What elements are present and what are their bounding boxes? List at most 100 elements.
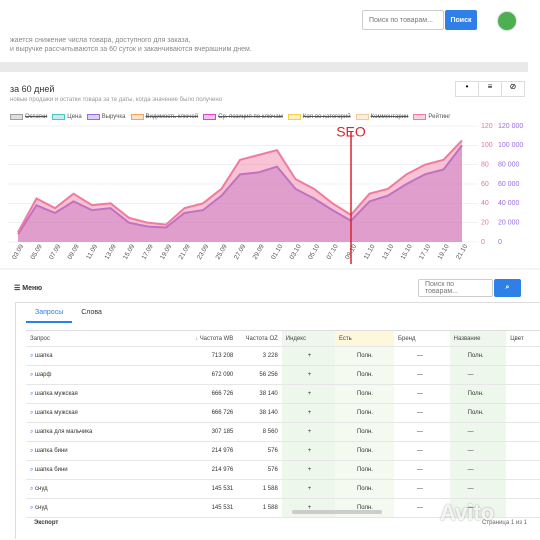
table-cell: +	[281, 422, 335, 442]
search-icon[interactable]: ⌕	[30, 466, 36, 473]
bars-button[interactable]: ≡	[479, 82, 502, 96]
table-cell: Полн.	[449, 403, 507, 423]
y-tick-label: 80	[481, 162, 489, 169]
column-header[interactable]: Запрос	[26, 330, 149, 347]
table-cell: ⌕ шапка	[26, 346, 149, 366]
table-cell: Полн.	[334, 479, 395, 499]
table-cell: —	[394, 460, 450, 480]
export-button[interactable]: Экспорт	[34, 520, 59, 526]
search-icon[interactable]: ⌕	[30, 428, 36, 435]
legend-item[interactable]: Цена	[52, 114, 82, 120]
table-cell	[506, 441, 540, 461]
y2-tick-label: 80 000	[498, 162, 520, 169]
search-icon[interactable]: ⌕	[30, 390, 36, 397]
table-cell	[506, 365, 540, 385]
column-header[interactable]: Бренд	[394, 330, 450, 347]
search-icon[interactable]: ⌕	[30, 371, 36, 378]
legend-item[interactable]: Выручка	[86, 114, 126, 120]
search-icon[interactable]: ⌕	[30, 504, 36, 511]
chart: 0 20 40 60 80 100 120 0 20 000 40 000 60 000 80 000…	[8, 123, 523, 264]
y2-tick-label: 40 000	[498, 200, 520, 207]
chart-title: за 60 дней	[10, 84, 55, 94]
x-tick-label: 13.09	[104, 243, 118, 261]
x-tick-label: 19.10	[437, 243, 451, 261]
table-cell: Полн.	[334, 441, 395, 461]
table-cell: ⌕ снуд	[26, 479, 149, 499]
table-cell: 38 140	[237, 384, 282, 404]
column-header[interactable]: Есть	[334, 330, 395, 347]
y-tick-label: 20	[481, 220, 489, 227]
search-icon[interactable]: ⌕	[30, 352, 36, 359]
table-cell: +	[281, 460, 335, 480]
table-cell: ⌕ шапка бини	[26, 441, 149, 461]
legend-swatch	[203, 114, 217, 120]
table-cell: Полн.	[449, 346, 507, 366]
series-area	[18, 145, 462, 242]
column-header[interactable]: Частота OZ	[237, 330, 282, 347]
table-cell: —	[449, 441, 507, 461]
table-cell: 1 588	[237, 479, 282, 499]
search-icon[interactable]: ⌕	[30, 409, 36, 416]
tabs: Запросы Слова	[26, 305, 111, 323]
eye-button[interactable]: ⊘	[509, 82, 517, 91]
tab[interactable]: Слова	[81, 309, 102, 316]
legend-item[interactable]: Ср. позиция по ключам	[203, 114, 283, 120]
menu-button[interactable]: ☰ Меню	[14, 285, 43, 292]
avatar[interactable]	[497, 11, 517, 31]
legend-item[interactable]: Комментарии	[355, 114, 408, 120]
legend-label: Выручка	[101, 114, 126, 120]
table-cell: Полн.	[449, 384, 507, 404]
panel	[15, 302, 540, 539]
legend-item[interactable]: Видимость ключей	[130, 114, 199, 120]
table-cell: —	[394, 384, 450, 404]
table-cell: —	[449, 422, 507, 442]
table-cell: 145 531	[148, 479, 238, 499]
column-header[interactable]: ↓ Частота WB	[148, 330, 238, 347]
search-icon[interactable]: ⌕	[30, 485, 36, 492]
search-button[interactable]: ⌕	[494, 279, 521, 297]
table-cell: —	[449, 460, 507, 480]
table-cell: —	[449, 498, 507, 518]
legend-item[interactable]: Кол-во категорий	[287, 114, 351, 120]
legend-swatch	[355, 114, 369, 120]
legend-swatch	[130, 114, 144, 120]
x-tick-label: 27.09	[233, 243, 247, 261]
series-area	[18, 140, 462, 242]
column-header[interactable]: Индекс	[281, 330, 335, 347]
column-header[interactable]: Название	[449, 330, 507, 347]
x-tick-label: 11.09	[85, 243, 99, 261]
table-cell: +	[281, 479, 335, 499]
search-input[interactable]: Поиск по товарам...	[418, 279, 493, 297]
chart-subtitle: новые продажи и остатки товара за те дат…	[10, 97, 223, 103]
table-cell: Полн.	[334, 384, 395, 404]
y-tick-label: 120	[481, 123, 493, 130]
table-cell: ⌕ шапка бини	[26, 460, 149, 480]
legend-label: Ср. позиция по ключам	[218, 114, 283, 120]
sort-arrow[interactable]: ↓	[195, 335, 200, 342]
x-tick-label: 23.09	[196, 243, 210, 261]
table-cell: —	[394, 403, 450, 423]
legend-swatch	[287, 114, 301, 120]
pin-button[interactable]: •	[456, 82, 479, 96]
x-tick-label: 05.09	[30, 243, 44, 261]
x-tick-label: 17.10	[418, 243, 432, 261]
x-tick-label: 03.09	[11, 243, 25, 261]
table-cell	[506, 498, 540, 518]
table-cell: 666 726	[148, 384, 238, 404]
table-cell: —	[394, 365, 450, 385]
legend: Остатки Цена Выручка Видимость ключей Ср. по…	[10, 114, 450, 120]
legend-label: Цена	[67, 114, 82, 120]
search-icon[interactable]: ⌕	[30, 447, 36, 454]
annotation-label: SEO	[336, 124, 366, 140]
legend-item[interactable]: Рейтинг	[413, 114, 450, 120]
legend-item[interactable]: Остатки	[10, 114, 47, 120]
table-cell: Полн.	[334, 460, 395, 480]
legend-label: Видимость ключей	[145, 114, 199, 120]
table-cell: +	[281, 365, 335, 385]
column-header[interactable]: Цвет	[506, 330, 540, 347]
search-input[interactable]: Поиск по товарам...	[362, 10, 444, 30]
table-cell	[506, 384, 540, 404]
tab[interactable]: Запросы	[26, 305, 73, 323]
x-tick-label: 01.10	[270, 243, 284, 261]
search-button[interactable]: Поиск	[445, 10, 477, 30]
